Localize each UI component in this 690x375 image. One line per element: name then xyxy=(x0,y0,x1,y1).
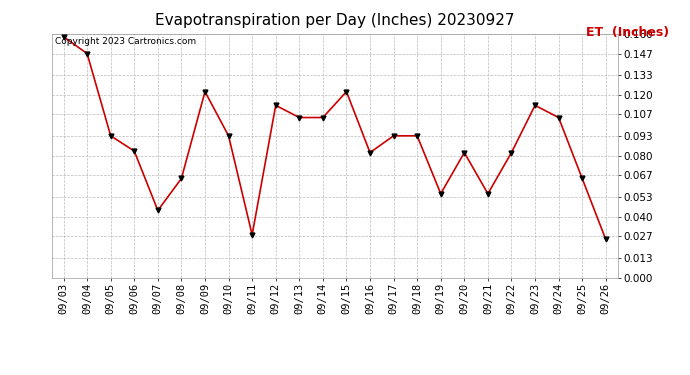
Text: Copyright 2023 Cartronics.com: Copyright 2023 Cartronics.com xyxy=(55,38,197,46)
Title: Evapotranspiration per Day (Inches) 20230927: Evapotranspiration per Day (Inches) 2023… xyxy=(155,13,515,28)
Text: ET  (Inches): ET (Inches) xyxy=(586,26,669,39)
